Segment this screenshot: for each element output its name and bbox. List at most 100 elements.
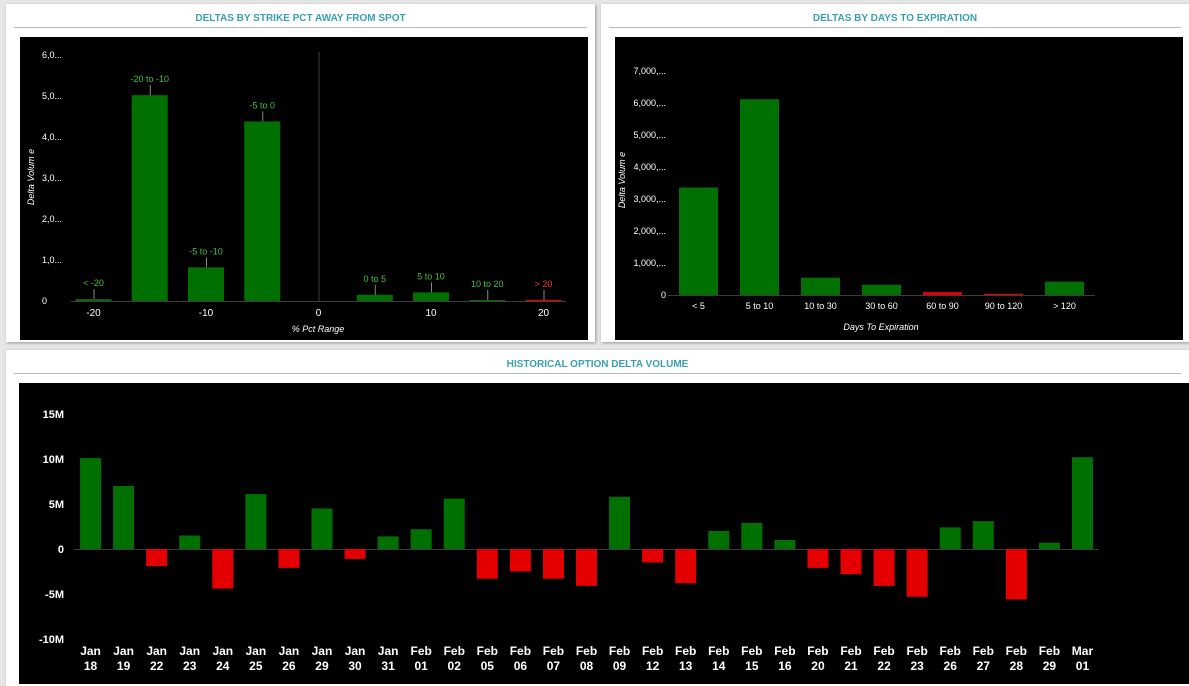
bar bbox=[906, 549, 928, 597]
x-tick-label: 60 to 90 bbox=[926, 301, 959, 311]
days-to-expiration-plot: 7,000,... 6,000,... 5,000,... 4,000,... 3,00… bbox=[615, 37, 1183, 340]
x-axis-title: % Pct Range bbox=[292, 324, 345, 334]
strike-pct-chart: 6,0... 5,0... 4,0... 3,0... 2,0... 1,0... 0 -20… bbox=[26, 50, 566, 334]
x-tick-day: 22 bbox=[150, 659, 164, 673]
x-tick-day: 23 bbox=[910, 659, 924, 673]
strike-pct-title-rule bbox=[14, 27, 587, 28]
x-tick-day: 20 bbox=[811, 659, 825, 673]
days-to-expiration-title-rule bbox=[609, 27, 1181, 28]
bar bbox=[179, 535, 201, 549]
x-tick-label: 0 bbox=[316, 308, 322, 319]
bar bbox=[840, 549, 862, 575]
x-tick-month: Feb bbox=[973, 644, 994, 658]
bar bbox=[984, 293, 1023, 295]
bar bbox=[740, 99, 779, 295]
bar bbox=[708, 531, 730, 549]
x-tick-label: 10 bbox=[425, 308, 437, 319]
days-to-expiration-panel: DELTAS BY DAYS TO EXPIRATION 7,000,... 6,… bbox=[601, 4, 1189, 342]
x-tick-day: 07 bbox=[547, 659, 561, 673]
x-tick-day: 02 bbox=[448, 659, 462, 673]
x-tick-month: Feb bbox=[543, 644, 564, 658]
y-tick-label: 0 bbox=[42, 296, 47, 306]
x-tick-day: 09 bbox=[613, 659, 627, 673]
historical-delta-title-rule bbox=[14, 373, 1181, 374]
x-tick-day: 14 bbox=[712, 659, 726, 673]
x-tick-day: 31 bbox=[381, 659, 395, 673]
x-tick-day: 22 bbox=[877, 659, 891, 673]
y-tick-label: 3,0... bbox=[42, 173, 62, 183]
x-tick-day: 28 bbox=[1010, 659, 1024, 673]
x-tick-day: 30 bbox=[348, 659, 362, 673]
bar bbox=[278, 549, 300, 568]
bar bbox=[443, 498, 465, 549]
y-tick-label: 2,0... bbox=[42, 214, 62, 224]
x-tick-day: 27 bbox=[977, 659, 991, 673]
x-tick-day: 21 bbox=[844, 659, 858, 673]
y-tick-label: 6,000,... bbox=[633, 98, 666, 108]
bar bbox=[509, 549, 531, 572]
x-tick-day: 08 bbox=[580, 659, 594, 673]
bar bbox=[679, 187, 718, 295]
y-tick-label: 4,0... bbox=[42, 132, 62, 142]
x-tick-label: 90 to 120 bbox=[985, 301, 1023, 311]
bar bbox=[642, 549, 664, 563]
x-tick-month: Feb bbox=[741, 644, 762, 658]
x-tick-month: Jan bbox=[179, 644, 200, 658]
y-tick-label: 5,000,... bbox=[633, 130, 666, 140]
bar bbox=[862, 284, 901, 295]
bar bbox=[1005, 549, 1027, 600]
data-label: 10 to 20 bbox=[471, 279, 504, 289]
y-tick-label: 0 bbox=[58, 544, 64, 556]
bar bbox=[873, 549, 895, 586]
bar bbox=[344, 549, 366, 559]
bar bbox=[188, 267, 224, 301]
x-tick-month: Jan bbox=[80, 644, 101, 658]
bar bbox=[469, 300, 506, 301]
x-tick-month: Jan bbox=[312, 644, 333, 658]
y-tick-label: 10M bbox=[43, 454, 64, 466]
x-tick-month: Jan bbox=[246, 644, 267, 658]
strike-pct-plot: 6,0... 5,0... 4,0... 3,0... 2,0... 1,0... 0 -20… bbox=[20, 37, 588, 340]
x-tick-day: 16 bbox=[778, 659, 792, 673]
bar bbox=[245, 494, 267, 549]
x-tick-day: 26 bbox=[944, 659, 958, 673]
bar bbox=[113, 486, 135, 549]
y-tick-label: 7,000,... bbox=[633, 66, 666, 76]
y-tick-label: 5,0... bbox=[42, 91, 62, 101]
x-tick-day: 29 bbox=[1043, 659, 1057, 673]
x-tick-month: Jan bbox=[146, 644, 167, 658]
y-tick-label: 6,0... bbox=[42, 50, 62, 60]
x-tick-day: 19 bbox=[117, 659, 131, 673]
x-tick-month: Feb bbox=[873, 644, 894, 658]
x-tick-month: Feb bbox=[1006, 644, 1027, 658]
days-to-expiration-title: DELTAS BY DAYS TO EXPIRATION bbox=[812, 13, 978, 24]
bar bbox=[311, 508, 333, 549]
bar bbox=[675, 549, 697, 584]
bar bbox=[212, 549, 234, 589]
x-tick-day: 13 bbox=[679, 659, 693, 673]
bar bbox=[131, 95, 168, 302]
x-tick-day: 26 bbox=[282, 659, 296, 673]
x-tick-month: Feb bbox=[840, 644, 861, 658]
y-tick-label: 3,000,... bbox=[633, 194, 666, 204]
bar bbox=[476, 549, 498, 579]
days-to-expiration-chart: 7,000,... 6,000,... 5,000,... 4,000,... 3,00… bbox=[617, 66, 1095, 332]
bar bbox=[244, 121, 281, 301]
bar bbox=[923, 292, 962, 295]
x-tick-label: -10 bbox=[199, 308, 214, 319]
x-tick-month: Jan bbox=[279, 644, 300, 658]
x-tick-month: Jan bbox=[113, 644, 134, 658]
x-tick-day: 25 bbox=[249, 659, 263, 673]
historical-delta-panel: HISTORICAL OPTION DELTA VOLUME 15M 10M 5M 0… bbox=[6, 350, 1189, 686]
y-tick-label: -5M bbox=[45, 589, 64, 601]
x-tick-month: Feb bbox=[807, 644, 828, 658]
x-tick-month: Feb bbox=[477, 644, 498, 658]
x-tick-label: 10 to 30 bbox=[804, 301, 837, 311]
y-tick-label: 5M bbox=[49, 499, 64, 511]
data-label: < -20 bbox=[83, 278, 104, 288]
x-tick-day: 18 bbox=[84, 659, 98, 673]
x-tick-label: 20 bbox=[538, 308, 550, 319]
y-axis-title: Delta Volum e bbox=[617, 152, 627, 208]
bar bbox=[1071, 457, 1093, 549]
x-axis-title: Days To Expiration bbox=[843, 322, 918, 332]
